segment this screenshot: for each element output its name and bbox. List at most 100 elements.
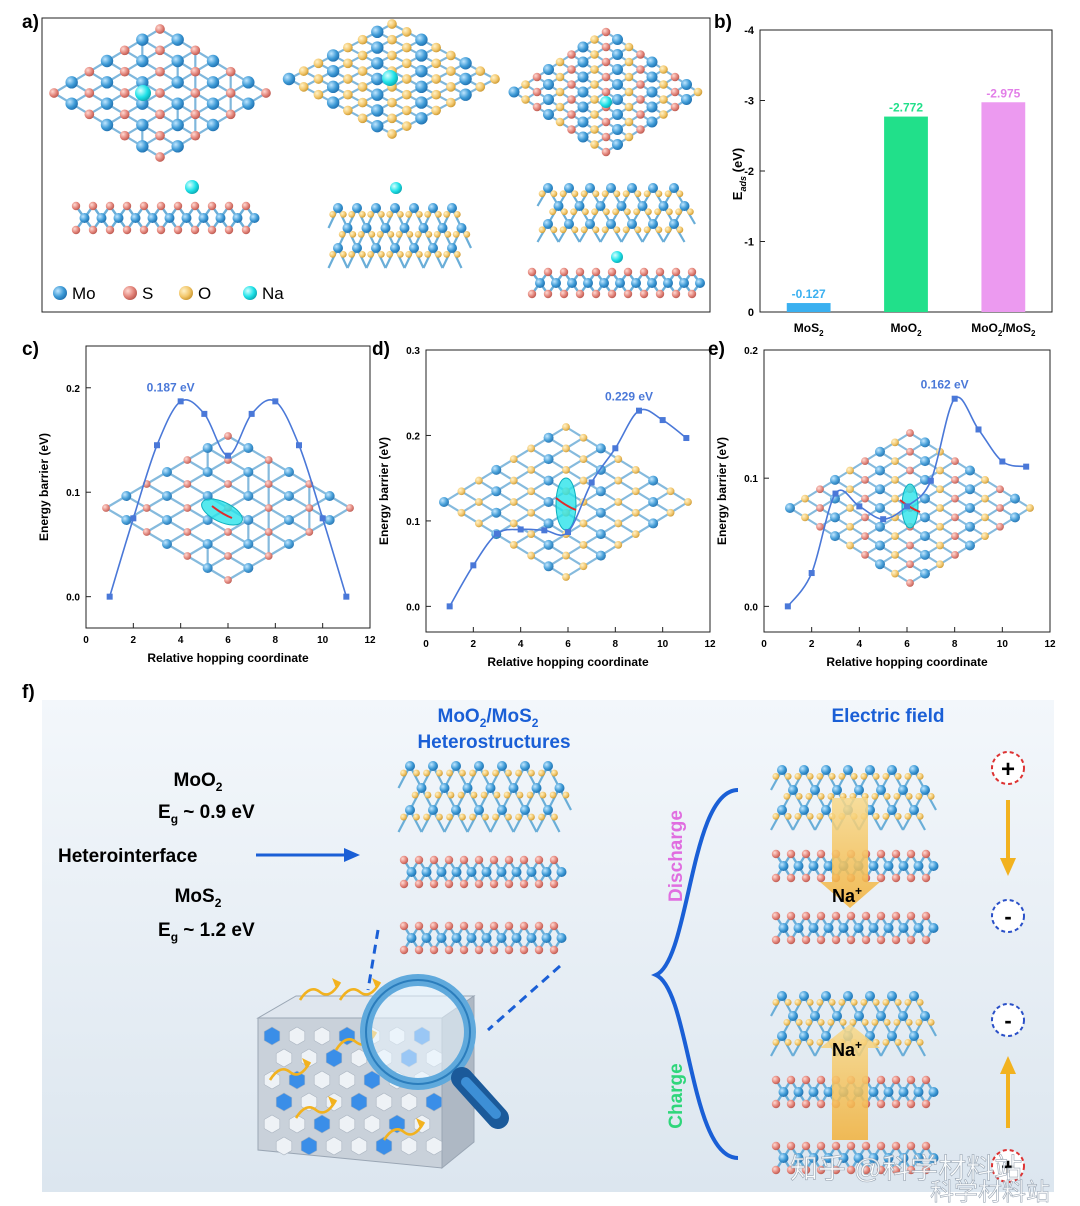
- s-atom-icon: [183, 528, 192, 536]
- s-atom-icon: [142, 504, 151, 512]
- o-atom-icon: [357, 50, 368, 61]
- x-tick-label: 2: [131, 635, 137, 646]
- s-atom-icon: [801, 935, 811, 945]
- o-atom-icon: [806, 999, 814, 1006]
- o-atom-icon: [602, 208, 610, 216]
- s-atom-icon: [891, 849, 901, 859]
- o-atom-icon: [339, 211, 347, 218]
- mo-atom-icon: [553, 201, 564, 211]
- s-atom-icon: [846, 911, 856, 921]
- charge-mos2-slab-2: [771, 1141, 939, 1175]
- mo-atom-icon: [215, 213, 226, 223]
- mo-atom-icon: [574, 201, 585, 211]
- mo-atom-icon: [821, 765, 831, 775]
- s-atom-icon: [71, 225, 81, 235]
- mo-atom-icon: [371, 119, 384, 133]
- o-atom-icon: [883, 1019, 891, 1026]
- o-atom-icon: [329, 211, 337, 218]
- mo-atom-icon: [920, 437, 930, 448]
- o-atom-icon: [406, 231, 414, 238]
- mo-atom-icon: [887, 805, 897, 815]
- s-atom-icon: [623, 267, 633, 277]
- plus-sign-top: +: [1001, 756, 1015, 783]
- o-atom-icon: [527, 444, 536, 453]
- o-atom-icon: [343, 74, 353, 84]
- o-atom-icon: [539, 791, 547, 799]
- mo-atom-icon: [909, 991, 919, 1001]
- mo-atom-icon: [100, 118, 114, 132]
- mo-atom-icon: [428, 203, 438, 213]
- mo-atom-icon: [898, 861, 909, 871]
- s-atom-icon: [601, 27, 611, 37]
- mo-atom-icon: [663, 278, 673, 288]
- s-atom-icon: [816, 504, 824, 512]
- o-atom-icon: [463, 231, 471, 238]
- hexagon-grain: [388, 1114, 406, 1134]
- s-atom-icon: [225, 109, 236, 120]
- o-atom-icon: [883, 793, 891, 800]
- mo-atom-icon: [808, 923, 819, 933]
- s-atom-icon: [139, 201, 149, 211]
- charge-na-arrow-icon: [820, 1024, 880, 1140]
- o-atom-icon: [643, 226, 651, 234]
- s-atom-icon: [241, 201, 251, 211]
- y-axis-label: Energy barrier (eV): [377, 437, 391, 545]
- o-atom-icon: [415, 251, 423, 258]
- o-atom-icon: [772, 813, 780, 820]
- mo-atom-icon: [162, 515, 172, 525]
- charge-na-ion: Na+: [832, 1038, 862, 1060]
- moo2-label: MoO2: [174, 770, 223, 794]
- o-atom-icon: [313, 89, 324, 100]
- s-atom-icon: [88, 201, 98, 211]
- o-atom-icon: [806, 773, 814, 780]
- o-atom-icon: [894, 1039, 902, 1046]
- o-atom-icon: [801, 513, 809, 522]
- o-atom-icon: [387, 34, 397, 45]
- mo-atom-icon: [646, 56, 658, 68]
- heterostructure-title-2: Heterostructures: [417, 732, 570, 753]
- data-point: [683, 435, 690, 442]
- data-point: [612, 445, 619, 452]
- o-atom-icon: [509, 540, 518, 549]
- o-atom-icon: [579, 519, 588, 528]
- o-atom-icon: [882, 999, 890, 1006]
- s-atom-icon: [549, 879, 559, 889]
- s-atom-icon: [474, 945, 484, 955]
- o-atom-icon: [592, 190, 600, 198]
- o-atom-icon: [686, 208, 694, 216]
- s-atom-icon: [224, 576, 232, 584]
- s-atom-icon: [906, 447, 914, 456]
- o-atom-icon: [298, 82, 309, 92]
- o-atom-icon: [936, 504, 944, 512]
- o-atom-icon: [357, 34, 368, 45]
- lattice-top-view: [439, 423, 692, 581]
- o-atom-icon: [425, 231, 433, 238]
- s-atom-icon: [207, 225, 217, 235]
- o-atom-icon: [783, 1019, 791, 1026]
- o-atom-icon: [590, 140, 599, 149]
- mo-atom-icon: [415, 49, 428, 62]
- o-atom-icon: [614, 476, 623, 485]
- s-atom-icon: [876, 1075, 886, 1085]
- mo-atom-icon: [282, 72, 296, 86]
- s-atom-icon: [155, 24, 165, 34]
- s-atom-icon: [527, 267, 537, 277]
- o-atom-icon: [882, 1039, 890, 1046]
- s-atom-icon: [102, 504, 110, 512]
- mo-atom-icon: [121, 515, 132, 525]
- mo-atom-icon: [202, 467, 213, 477]
- mo-atom-icon: [887, 765, 897, 775]
- o-atom-icon: [891, 532, 899, 541]
- s-atom-icon: [861, 532, 869, 541]
- s-atom-icon: [459, 855, 469, 865]
- mo-atom-icon: [681, 79, 692, 90]
- o-atom-icon: [387, 113, 397, 124]
- discharge-mos2-slab-2: [771, 911, 939, 945]
- mo-atom-icon: [508, 86, 520, 98]
- mo-atom-icon: [913, 1153, 924, 1163]
- o-atom-icon: [872, 813, 880, 820]
- hexagon-grain: [338, 1070, 356, 1090]
- heterointerface-label: Heterointerface: [58, 846, 197, 867]
- o-atom-icon: [795, 1019, 803, 1026]
- mo-atom-icon: [543, 518, 554, 529]
